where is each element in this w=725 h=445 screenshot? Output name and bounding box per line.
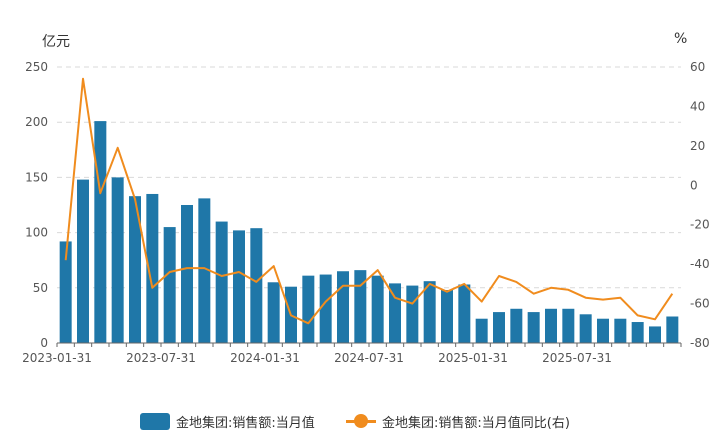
bar <box>527 312 540 343</box>
bar <box>198 198 211 343</box>
bar <box>475 318 488 343</box>
bar-series <box>59 121 679 343</box>
y-left-tick-label: 150 <box>25 170 48 184</box>
bar <box>233 230 245 343</box>
bar <box>493 312 505 343</box>
x-tick-label: 2025-01-31 <box>438 351 508 365</box>
bar <box>319 274 332 343</box>
bar <box>267 282 280 343</box>
axes: 2023-01-31 2023-07-31 2024-01-31 2024-07-31… <box>22 60 709 365</box>
x-tick-label: 2023-01-31 <box>22 351 92 365</box>
bar <box>371 275 384 343</box>
y-right-tick-label: -20 <box>690 218 710 232</box>
bar <box>302 275 315 343</box>
y-left-tick-label: 250 <box>25 60 48 74</box>
right-axis-unit: % <box>674 31 688 47</box>
bar <box>163 227 176 343</box>
bar <box>406 285 419 343</box>
bar <box>94 121 107 343</box>
bar <box>458 284 471 343</box>
x-tick-label: 2024-01-31 <box>230 351 300 365</box>
bar <box>562 308 575 343</box>
y-right-tick-label: 20 <box>690 139 705 153</box>
left-axis-unit: 亿元 <box>42 34 70 50</box>
grid-lines <box>57 66 681 289</box>
x-tick-label: 2024-07-31 <box>334 351 404 365</box>
legend-bar-label: 金地集团:销售额:当月值 <box>176 415 315 431</box>
bar <box>545 308 557 343</box>
bar <box>111 177 124 343</box>
y-left-tick-label: 0 <box>40 336 48 350</box>
bar <box>614 318 627 343</box>
bar <box>337 271 349 343</box>
y-right-tick-label: 60 <box>690 60 705 74</box>
y-right-tick-label: -40 <box>690 257 710 271</box>
bar <box>510 308 523 343</box>
bar <box>649 326 661 343</box>
bar <box>631 322 644 343</box>
bar <box>129 196 141 343</box>
y-left-tick-label: 200 <box>25 115 48 129</box>
bar <box>181 205 193 343</box>
legend-bar-swatch <box>140 412 170 430</box>
legend-item-bar[interactable]: 金地集团:销售额:当月值 <box>140 410 315 432</box>
bar <box>579 314 592 343</box>
legend: 金地集团:销售额:当月值 金地集团:销售额:当月值同比(右) <box>0 410 725 432</box>
bar <box>250 228 263 343</box>
y-left-tick-label: 100 <box>25 226 48 240</box>
bar <box>77 179 89 343</box>
bar <box>441 290 453 343</box>
bar <box>146 193 159 343</box>
y-right-tick-label: 0 <box>690 178 698 192</box>
y-left-tick-label: 50 <box>33 281 48 295</box>
x-tick-label: 2025-07-31 <box>542 351 612 365</box>
bar <box>59 241 72 343</box>
bar <box>597 318 609 343</box>
y-right-tick-label: -60 <box>690 297 710 311</box>
bar <box>666 316 679 343</box>
bar <box>215 221 228 343</box>
line-series <box>64 77 674 325</box>
bar <box>423 281 436 343</box>
legend-line-label: 金地集团:销售额:当月值同比(右) <box>382 415 570 431</box>
legend-item-line[interactable]: 金地集团:销售额:当月值同比(右) <box>346 410 570 432</box>
legend-line-swatch <box>346 413 376 430</box>
yoy-line <box>64 77 674 325</box>
y-right-tick-label: 40 <box>690 99 705 113</box>
x-tick-label: 2023-07-31 <box>126 351 196 365</box>
bar <box>354 270 367 343</box>
y-right-tick-label: -80 <box>690 336 710 350</box>
